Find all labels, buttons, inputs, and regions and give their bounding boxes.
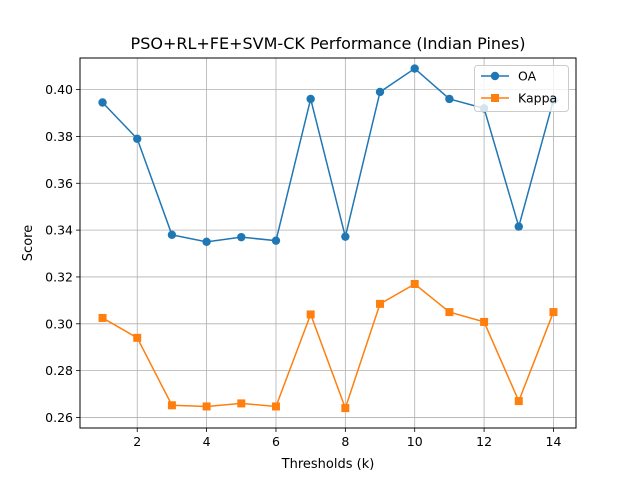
data-point-oa (167, 230, 177, 240)
data-point-oa (98, 98, 107, 107)
x-tick-label: 2 (133, 434, 141, 449)
data-point-oa (375, 87, 385, 97)
y-tick-label: 0.40 (45, 82, 73, 97)
data-point-oa (306, 94, 315, 104)
chart-title: PSO+RL+FE+SVM-CK Performance (Indian Pin… (131, 34, 526, 53)
legend: OA Kappa (474, 65, 569, 112)
data-point-kappa (271, 402, 280, 411)
data-point-kappa (167, 401, 176, 410)
data-point-kappa (202, 402, 211, 411)
y-axis-label: Score (21, 225, 36, 261)
data-point-oa (410, 64, 419, 73)
x-axis-label: Thresholds (k) (281, 457, 375, 472)
data-point-kappa (98, 313, 107, 322)
data-point-oa (445, 94, 454, 104)
y-axis-ticks: 0.26 0.28 0.30 0.32 0.34 0.36 0.38 0.40 (45, 82, 80, 425)
x-tick-label: 14 (546, 434, 562, 449)
x-tick-label: 10 (407, 434, 423, 449)
y-tick-label: 0.36 (45, 176, 73, 191)
data-point-kappa (445, 308, 454, 317)
y-tick-label: 0.32 (45, 269, 73, 284)
legend-label-kappa: Kappa (518, 91, 557, 106)
data-point-oa (341, 232, 350, 241)
x-axis-ticks: 2 4 6 8 10 12 14 (133, 428, 561, 449)
data-point-kappa (306, 310, 315, 319)
legend-marker-kappa (491, 94, 499, 102)
data-point-oa (202, 237, 211, 247)
x-tick-label: 12 (476, 434, 492, 449)
x-tick-label: 8 (341, 434, 349, 449)
series-line-kappa (102, 283, 555, 411)
data-point-oa (237, 232, 246, 242)
data-point-kappa (514, 397, 523, 406)
y-tick-label: 0.26 (45, 410, 73, 425)
y-tick-label: 0.28 (45, 363, 73, 378)
data-point-kappa (133, 333, 142, 342)
legend-label-oa: OA (518, 69, 537, 84)
data-point-oa (271, 236, 281, 245)
data-point-kappa (376, 299, 385, 308)
y-tick-label: 0.34 (45, 223, 73, 238)
x-tick-label: 4 (203, 434, 211, 449)
y-tick-label: 0.30 (45, 316, 73, 331)
data-point-kappa (237, 399, 246, 408)
x-tick-label: 6 (272, 434, 280, 449)
data-point-oa (514, 222, 523, 231)
data-point-oa (133, 134, 142, 143)
data-point-kappa (410, 279, 419, 288)
data-point-kappa (341, 404, 350, 413)
grid-lines (80, 58, 576, 428)
y-tick-label: 0.38 (45, 129, 73, 144)
plot-frame (79, 57, 577, 429)
legend-marker-oa (490, 71, 500, 81)
data-point-kappa (549, 308, 558, 317)
data-point-kappa (480, 317, 489, 326)
